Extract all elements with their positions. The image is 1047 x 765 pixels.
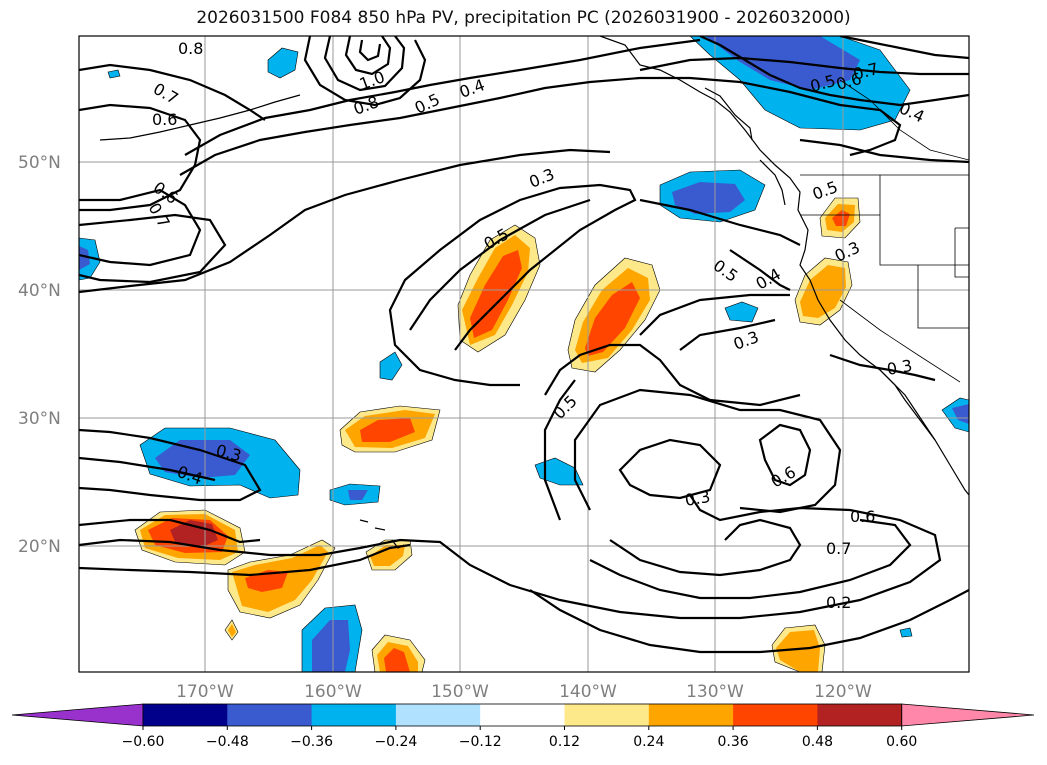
colorbar-swatch: [733, 704, 818, 726]
pv-contours: [79, 36, 969, 654]
lon-label: 170°W: [176, 682, 234, 702]
colorbar-tick-label: −0.24: [374, 734, 417, 750]
colorbar-extend-max: [901, 703, 1035, 727]
colorbar-tick-label: −0.48: [206, 734, 249, 750]
colorbar-swatch: [564, 704, 650, 726]
longitude-labels: 170°W 160°W 150°W 140°W 130°W 120°W: [176, 682, 872, 702]
colorbar-tick-label: 0.48: [802, 734, 833, 750]
colorbar-tick-label: −0.36: [290, 734, 333, 750]
map-frame: [78, 35, 970, 673]
lat-label: 40°N: [18, 281, 61, 301]
contour-label: 0.7: [826, 539, 851, 558]
colorbar: −0.60 −0.48 −0.36 −0.24 −0.12 0.12 0.24 0.36 0.4…: [11, 703, 1035, 750]
colorbar-tick-label: −0.60: [122, 734, 165, 750]
colorbar-tick-label: 0.24: [633, 734, 664, 750]
colorbar-swatch: [227, 704, 313, 726]
colorbar-swatch: [143, 704, 228, 726]
contour-label: 0.8: [178, 39, 203, 58]
coastlines: [99, 36, 969, 549]
colorbar-extend-min: [11, 703, 144, 727]
colorbar-swatch: [395, 704, 481, 726]
lat-label: 50°N: [18, 153, 61, 173]
contour-label: 0.2: [826, 593, 851, 612]
lon-label: 150°W: [431, 682, 489, 702]
colorbar-swatch: [480, 704, 565, 726]
colorbar-swatch: [817, 704, 903, 726]
colorbar-outline: [142, 703, 903, 727]
colorbar-tick-label: 0.12: [549, 734, 580, 750]
lon-label: 140°W: [559, 682, 617, 702]
colorbar-tick-label: −0.12: [459, 734, 502, 750]
contour-label: 0.6: [850, 507, 875, 526]
colorbar-swatch: [311, 704, 397, 726]
lon-label: 130°W: [686, 682, 744, 702]
colorbar-tick-label: 0.36: [718, 734, 749, 750]
contour-label: 0.3: [683, 487, 711, 510]
lat-label: 30°N: [18, 409, 61, 429]
map-panel: [79, 36, 969, 672]
colorbar-swatch: [648, 704, 734, 726]
lon-label: 160°W: [304, 682, 362, 702]
contour-label: 0.3: [885, 356, 913, 379]
map-title: 2026031500 F084 850 hPa PV, precipitatio…: [196, 8, 851, 28]
latitude-labels: 50°N 40°N 30°N 20°N: [18, 153, 61, 557]
contour-label: 0.6: [152, 110, 177, 129]
lon-label: 120°W: [814, 682, 872, 702]
colorbar-tick-label: 0.60: [886, 734, 917, 750]
lat-label: 20°N: [18, 537, 61, 557]
